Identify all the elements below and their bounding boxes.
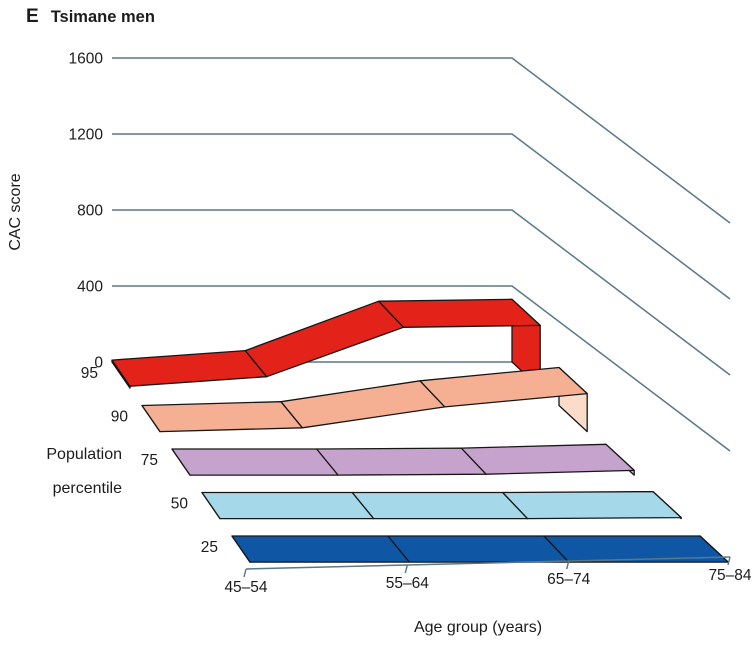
x-axis-tick (404, 564, 409, 574)
gridline (112, 285, 731, 452)
age-tick-label: 75–84 (708, 567, 751, 584)
ribbon-face (111, 349, 268, 387)
gridline (112, 57, 731, 224)
ribbon-p50 (201, 490, 682, 520)
gridline (112, 209, 731, 376)
x-axis-tick-labels: 45–54 55–64 65–74 75–84 (224, 567, 751, 596)
ribbon-face (419, 366, 588, 408)
panel-letter: E (26, 6, 39, 27)
y-axis-title: CAC score (7, 173, 24, 250)
ribbon-face (171, 448, 339, 476)
x-axis-title: Age group (years) (414, 619, 542, 636)
x-axis-ticks (243, 556, 731, 578)
y-tick-label: 800 (77, 203, 103, 220)
ribbon-face (460, 443, 635, 475)
ribbon-face (201, 491, 375, 520)
depth-axis-title: Population percentile (46, 446, 122, 497)
y-tick-label: 1600 (69, 51, 104, 68)
ribbon-face (280, 380, 446, 429)
x-axis-line (245, 556, 731, 570)
ribbon-face (141, 401, 304, 433)
percentile-labels: 95 90 75 50 25 (81, 365, 218, 556)
panel-title: Tsimane men (50, 8, 155, 26)
ribbon-face (502, 490, 682, 520)
depth-axis-title-line: percentile (53, 480, 122, 497)
ribbon-face (231, 535, 411, 563)
ribbon-face (351, 491, 529, 520)
age-tick-label: 55–64 (386, 575, 429, 592)
percentile-label: 90 (111, 409, 129, 426)
gridline (112, 133, 731, 300)
ribbon-p25 (231, 535, 729, 563)
x-axis-tick (727, 556, 731, 566)
ribbon-face (387, 535, 570, 563)
ribbon-face (244, 300, 405, 378)
panel-header: E Tsimane men (26, 6, 155, 28)
ribbon-face (378, 298, 541, 328)
percentile-label: 95 (81, 365, 98, 382)
y-tick-label: 400 (77, 279, 103, 296)
y-tick-label: 1200 (69, 127, 104, 144)
ribbon-p90 (141, 366, 588, 433)
gridlines (112, 57, 731, 452)
ribbon-p95 (111, 298, 541, 389)
ribbon-face (316, 447, 487, 476)
y-tick-label: 0 (94, 355, 103, 372)
depth-axis-title-line: Population (46, 446, 122, 463)
ribbon-p75 (171, 443, 635, 476)
percentile-label: 25 (201, 539, 218, 556)
x-axis-tick (243, 568, 247, 578)
y-axis-tick-labels: 0 400 800 1200 1600 (69, 51, 104, 372)
x-axis-tick (565, 560, 570, 570)
percentile-label: 50 (171, 496, 189, 513)
age-tick-label: 65–74 (547, 571, 590, 588)
age-tick-label: 45–54 (224, 579, 267, 596)
percentile-label: 75 (141, 452, 158, 469)
